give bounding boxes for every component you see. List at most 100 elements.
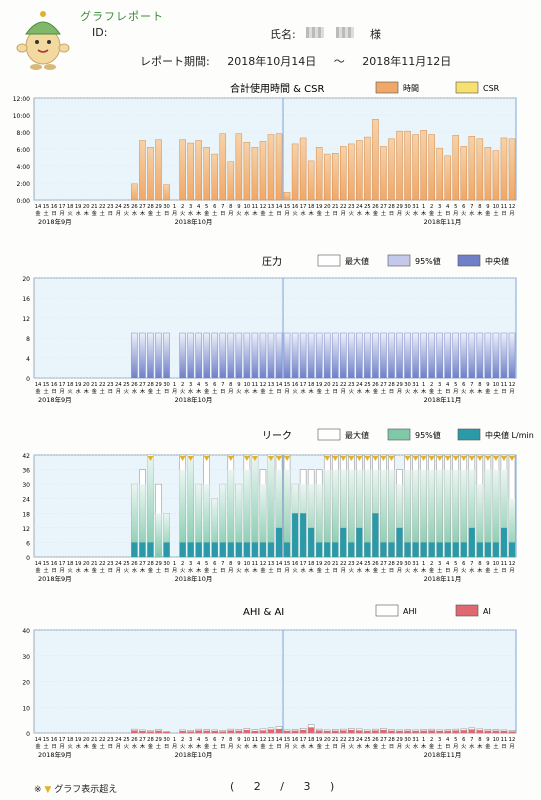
x-tick-day: 6 — [213, 382, 216, 388]
x-tick-weekday: 日 — [220, 567, 225, 574]
x-tick-day: 8 — [478, 561, 481, 567]
x-tick-weekday: 金 — [429, 209, 435, 217]
usage-bar — [508, 138, 516, 201]
x-tick-weekday: 木 — [421, 566, 427, 574]
x-tick-day: 4 — [197, 382, 201, 388]
usage-bar — [179, 139, 186, 201]
x-tick-weekday: 日 — [501, 567, 506, 574]
x-tick-day: 23 — [107, 737, 114, 743]
x-tick-day: 15 — [284, 561, 291, 567]
pressure-bar — [235, 332, 243, 379]
x-tick-day: 18 — [308, 737, 315, 743]
y-tick-label: 0 — [26, 555, 30, 562]
x-tick-day: 26 — [131, 737, 138, 743]
x-tick-day: 22 — [99, 561, 106, 567]
ai-bar — [420, 730, 427, 733]
x-tick-weekday: 金 — [148, 209, 154, 217]
usage-bar — [283, 192, 291, 201]
leak-median-bar — [243, 542, 250, 557]
x-tick-day: 11 — [501, 382, 508, 388]
x-tick-day: 16 — [292, 561, 299, 567]
x-tick-day: 25 — [123, 737, 130, 743]
x-tick-weekday: 火 — [461, 568, 466, 574]
leak-median-bar — [340, 527, 347, 557]
x-tick-day: 3 — [438, 382, 441, 388]
x-tick-day: 19 — [316, 737, 323, 743]
leak-median-bar — [396, 527, 403, 557]
x-tick-day: 4 — [446, 204, 450, 210]
x-tick-weekday: 月 — [397, 210, 402, 217]
leak-median-bar — [292, 513, 299, 557]
pressure-bar — [323, 332, 331, 379]
report-title: グラフレポート — [80, 10, 164, 23]
over-limit-icon — [251, 456, 258, 461]
x-tick-day: 8 — [478, 737, 481, 743]
leak-p95-bar — [147, 455, 154, 557]
x-tick-day: 9 — [237, 737, 240, 743]
x-tick-day: 15 — [284, 737, 291, 743]
legend-label: 95%値 — [415, 430, 441, 440]
x-tick-weekday: 月 — [509, 743, 514, 750]
x-tick-weekday: 木 — [140, 566, 146, 574]
x-tick-weekday: 日 — [164, 210, 169, 217]
x-tick-day: 12 — [260, 737, 267, 743]
x-tick-weekday: 金 — [373, 742, 379, 750]
x-tick-weekday: 木 — [477, 566, 483, 574]
usage-bar — [187, 142, 194, 201]
y-tick-label: 16 — [22, 296, 30, 303]
x-tick-day: 6 — [213, 737, 216, 743]
y-tick-label: 12 — [22, 526, 30, 533]
x-tick-weekday: 木 — [421, 209, 427, 217]
x-tick-day: 20 — [324, 382, 331, 388]
x-tick-weekday: 土 — [493, 209, 498, 217]
x-tick-day: 2 — [181, 382, 184, 388]
x-tick-day: 31 — [412, 561, 419, 567]
usage-bar — [307, 160, 315, 201]
x-tick-weekday: 木 — [309, 387, 315, 395]
leak-p95-bar — [356, 469, 363, 557]
legend-swatch — [387, 428, 411, 441]
x-tick-weekday: 月 — [228, 210, 233, 217]
x-tick-day: 10 — [244, 382, 251, 388]
leak-p95-bar — [203, 484, 210, 557]
x-tick-weekday: 木 — [477, 742, 483, 750]
legend-swatch — [375, 81, 399, 94]
x-tick-weekday: 木 — [84, 742, 90, 750]
ai-bar — [484, 730, 491, 733]
x-tick-day: 18 — [308, 382, 315, 388]
x-tick-weekday: 火 — [180, 568, 185, 574]
leak-median-bar — [348, 542, 355, 557]
x-tick-weekday: 金 — [204, 209, 210, 217]
x-tick-weekday: 日 — [51, 210, 56, 217]
ai-bar — [428, 730, 435, 733]
x-tick-weekday: 火 — [461, 389, 466, 395]
y-tick-label: 0 — [26, 376, 30, 383]
x-tick-weekday: 金 — [35, 566, 41, 574]
x-tick-weekday: 木 — [477, 209, 483, 217]
leak-p95-bar — [324, 469, 331, 557]
usage-bar — [460, 146, 468, 201]
x-tick-day: 24 — [115, 204, 122, 210]
usage-bar — [147, 147, 154, 201]
leak-median-bar — [372, 513, 379, 557]
x-tick-weekday: 土 — [325, 742, 330, 750]
x-tick-weekday: 土 — [325, 209, 330, 217]
x-tick-weekday: 土 — [100, 387, 105, 395]
pressure-bar — [307, 332, 315, 379]
x-tick-day: 2 — [181, 561, 184, 567]
x-tick-weekday: 水 — [469, 387, 475, 395]
x-tick-weekday: 金 — [317, 387, 323, 395]
over-limit-icon — [436, 456, 443, 461]
ai-bar — [508, 731, 515, 733]
x-tick-day: 2 — [181, 204, 184, 210]
ai-bar — [476, 730, 483, 733]
x-tick-day: 14 — [276, 382, 283, 388]
x-tick-day: 28 — [147, 382, 154, 388]
x-tick-weekday: 水 — [357, 742, 363, 750]
usage-bar — [436, 147, 443, 201]
x-tick-weekday: 土 — [212, 209, 217, 217]
ai-bar — [324, 730, 331, 733]
x-tick-weekday: 土 — [325, 566, 330, 574]
x-tick-weekday: 日 — [389, 388, 394, 395]
x-tick-day: 3 — [189, 737, 192, 743]
